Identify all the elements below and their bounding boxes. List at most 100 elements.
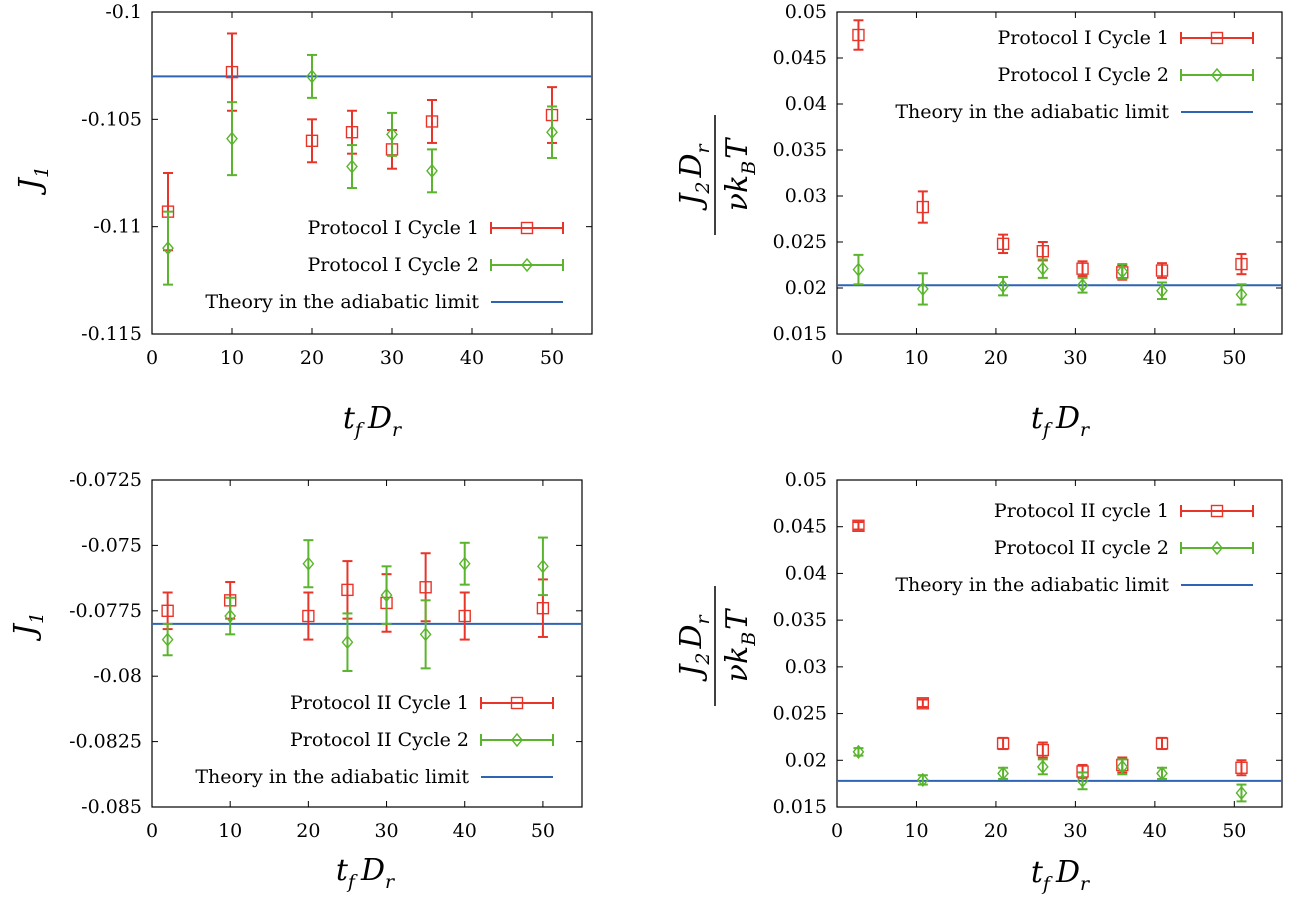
legend-marker <box>1211 67 1223 83</box>
data-point <box>1235 785 1248 801</box>
legend-label: Theory in the adiabatic limit <box>895 574 1169 596</box>
data-point <box>1155 737 1169 750</box>
x-tick-label: 40 <box>1143 347 1167 369</box>
svg-text:νkBT: νkBT <box>720 137 760 211</box>
data-point <box>546 125 558 140</box>
legend: Protocol II cycle 1 Protocol II cycle 2 Th… <box>895 500 1254 596</box>
y-tick-label: -0.0825 <box>69 731 142 753</box>
legend-label: Protocol I Cycle 1 <box>308 217 479 239</box>
x-tick-label: 0 <box>146 820 158 842</box>
data-point <box>1116 264 1129 279</box>
legend-marker <box>511 732 523 748</box>
x-tick-label: 10 <box>218 820 242 842</box>
data-point <box>1036 244 1050 258</box>
y-tick-label: -0.105 <box>81 108 142 130</box>
legend-marker <box>1210 504 1224 518</box>
data-point <box>1116 759 1129 774</box>
plot-frame <box>151 479 583 808</box>
y-tick-label: 0.035 <box>773 139 827 161</box>
x-tick-label: 30 <box>1063 820 1087 842</box>
legend-label: Theory in the adiabatic limit <box>195 766 469 788</box>
svg-text:J2Dr: J2Dr <box>674 142 714 211</box>
data-point <box>996 737 1010 750</box>
legend-label: Protocol II Cycle 2 <box>290 729 469 751</box>
y-axis-label: J1 <box>8 612 48 642</box>
data-point <box>1156 766 1168 781</box>
x-tick-label: 10 <box>904 820 928 842</box>
data-point <box>916 200 930 214</box>
series-2 <box>852 253 1248 306</box>
y-tick-label: 0.015 <box>773 796 827 818</box>
legend-label: Protocol II Cycle 1 <box>290 692 469 714</box>
data-point <box>916 772 929 787</box>
y-tick-label: 0.02 <box>785 277 827 299</box>
series-2 <box>162 53 558 286</box>
data-point <box>997 766 1009 781</box>
data-point <box>1036 743 1050 757</box>
x-tick-label: 30 <box>380 347 404 369</box>
plot-frame <box>836 479 1283 808</box>
series-1 <box>852 19 1248 281</box>
series-1 <box>161 552 550 641</box>
y-tick-label: 0.03 <box>785 656 827 678</box>
data-point <box>380 588 393 603</box>
chart-panel-3: 0 10 20 30 40 50 -0.0725 -0.075 -0.0775 -0.08 -0.0… <box>8 469 583 893</box>
x-tick-label: 50 <box>531 820 555 842</box>
data-point <box>225 65 239 79</box>
data-point <box>1076 262 1089 275</box>
y-tick-label: 0.05 <box>785 1 827 23</box>
y-tick-label: 0.04 <box>785 93 827 115</box>
data-point <box>458 556 471 571</box>
y-tick-label: 0.04 <box>785 562 827 584</box>
data-point <box>419 627 432 642</box>
y-tick-label: 0.02 <box>785 749 827 771</box>
data-point <box>852 519 865 532</box>
y-tick-label: 0.035 <box>773 609 827 631</box>
y-tick-label: 0.05 <box>785 469 827 491</box>
y-tick-label: -0.0775 <box>69 600 142 622</box>
data-point <box>996 237 1010 251</box>
data-point <box>1076 773 1089 788</box>
legend-label: Theory in the adiabatic limit <box>895 101 1169 123</box>
legend-label: Protocol II cycle 2 <box>994 537 1169 559</box>
data-point <box>425 115 439 128</box>
y-tick-label: -0.1 <box>105 1 142 23</box>
y-tick-label: -0.115 <box>81 323 142 345</box>
legend-marker <box>520 221 534 235</box>
data-point <box>1036 759 1049 774</box>
x-axis-label: tf Dr <box>343 401 403 441</box>
legend-marker <box>521 257 533 273</box>
legend-marker <box>1211 540 1223 556</box>
data-point <box>306 69 318 84</box>
x-tick-label: 10 <box>904 347 928 369</box>
x-tick-label: 20 <box>984 347 1008 369</box>
data-point <box>536 559 549 574</box>
data-point <box>1235 287 1248 302</box>
svg-text:J2Dr: J2Dr <box>674 613 714 682</box>
x-tick-label: 20 <box>296 820 320 842</box>
data-point <box>161 604 174 617</box>
legend-marker <box>510 696 524 710</box>
data-point <box>1076 278 1089 293</box>
data-point <box>458 609 471 623</box>
x-tick-label: 40 <box>1143 820 1167 842</box>
x-tick-label: 20 <box>984 820 1008 842</box>
x-axis-label: tf Dr <box>336 853 396 893</box>
legend-label: Protocol I Cycle 2 <box>998 64 1169 86</box>
data-point <box>852 744 865 759</box>
data-point <box>852 28 865 42</box>
x-tick-label: 40 <box>460 347 484 369</box>
data-point <box>302 556 315 571</box>
legend: Protocol I Cycle 1 Protocol I Cycle 2 Theo… <box>895 27 1254 123</box>
x-tick-label: 50 <box>1222 820 1246 842</box>
data-point <box>419 581 432 594</box>
y-tick-label: 0.015 <box>773 323 827 345</box>
data-point <box>852 262 865 277</box>
data-point <box>161 632 174 647</box>
data-point <box>536 601 550 615</box>
data-point <box>341 583 354 597</box>
y-tick-label: 0.045 <box>773 516 827 538</box>
data-point <box>1235 761 1248 774</box>
x-tick-label: 20 <box>300 347 324 369</box>
chart-panel-4: 0 10 20 30 40 50 0.05 0.045 0.04 0.035 0.03 0.025 0.… <box>674 469 1283 895</box>
